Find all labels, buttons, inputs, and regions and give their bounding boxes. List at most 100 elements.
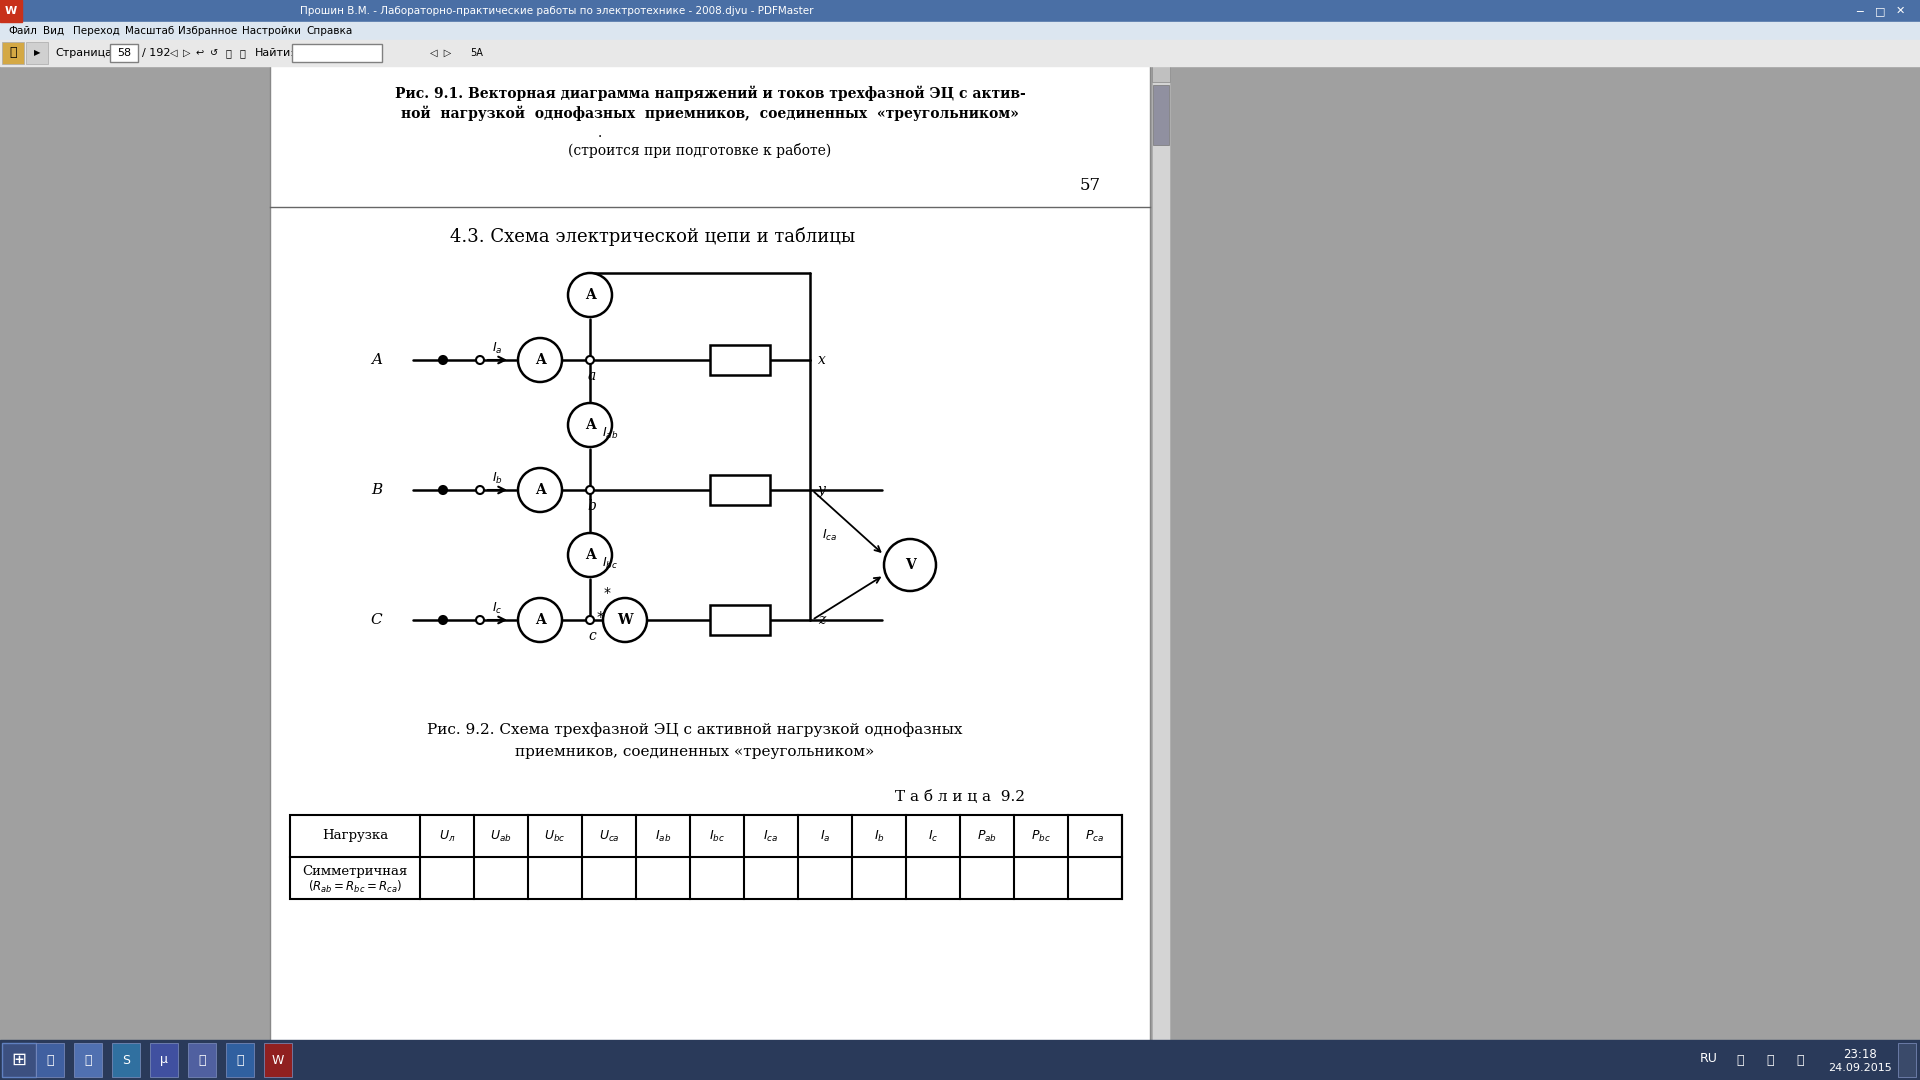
Text: μ: μ: [159, 1053, 167, 1067]
Circle shape: [440, 486, 447, 494]
Text: 📄: 📄: [236, 1053, 244, 1067]
Circle shape: [568, 534, 612, 577]
Text: Рис. 9.2. Схема трехфазной ЭЦ с активной нагрузкой однофазных: Рис. 9.2. Схема трехфазной ЭЦ с активной…: [428, 723, 962, 738]
Text: 🔍: 🔍: [227, 48, 232, 58]
Text: B: B: [371, 483, 382, 497]
Text: Т а б л и ц а  9.2: Т а б л и ц а 9.2: [895, 789, 1025, 804]
Text: 🏠: 🏠: [10, 46, 17, 59]
Text: 57: 57: [1079, 176, 1100, 193]
Text: Справка: Справка: [305, 26, 353, 36]
Bar: [710, 475, 770, 505]
Bar: [292, 44, 382, 62]
Bar: [150, 1043, 179, 1077]
Text: $I_{ca}$: $I_{ca}$: [822, 527, 837, 542]
Circle shape: [603, 598, 647, 642]
Text: ◁  ▷: ◁ ▷: [430, 48, 451, 58]
Text: ◁: ◁: [171, 48, 177, 58]
Text: ↺: ↺: [209, 48, 219, 58]
Text: $P_{ca}$: $P_{ca}$: [1085, 828, 1104, 843]
Circle shape: [883, 539, 937, 591]
Text: 23:18: 23:18: [1843, 1048, 1878, 1061]
Text: $I_b$: $I_b$: [492, 471, 503, 486]
Circle shape: [440, 616, 447, 624]
Text: b: b: [588, 499, 597, 513]
Circle shape: [568, 403, 612, 447]
Bar: [1154, 85, 1169, 145]
Text: Масштаб: Масштаб: [125, 26, 175, 36]
Text: $I_{ab}$: $I_{ab}$: [603, 426, 618, 441]
Bar: [710, 605, 770, 635]
Text: c: c: [588, 629, 595, 643]
Text: W: W: [273, 1053, 284, 1067]
Text: Найти:: Найти:: [255, 48, 296, 58]
Bar: [1152, 66, 1169, 82]
Text: ⊞: ⊞: [12, 1051, 27, 1069]
Text: Симметричная: Симметричная: [301, 864, 407, 877]
Circle shape: [476, 356, 484, 364]
Bar: [265, 1043, 292, 1077]
Text: A: A: [584, 418, 595, 432]
Text: $U_л$: $U_л$: [440, 828, 455, 843]
Text: Страница:: Страница:: [56, 48, 115, 58]
Text: $I_c$: $I_c$: [492, 600, 503, 616]
Text: RU: RU: [1699, 1052, 1718, 1065]
Text: A: A: [371, 353, 382, 367]
Circle shape: [518, 468, 563, 512]
Text: 🌐: 🌐: [1766, 1053, 1774, 1067]
Text: x: x: [818, 353, 826, 367]
Text: $I_b$: $I_b$: [874, 828, 885, 843]
Bar: [1899, 1043, 1916, 1077]
Text: ▷: ▷: [182, 48, 190, 58]
Text: ✕: ✕: [1895, 6, 1905, 16]
Text: приемников, соединенных «треугольником»: приемников, соединенных «треугольником»: [515, 745, 876, 759]
Text: ↩: ↩: [196, 48, 204, 58]
Text: $I_{ab}$: $I_{ab}$: [655, 828, 672, 843]
Text: *: *: [597, 611, 603, 626]
Bar: [2, 1043, 36, 1077]
Text: 🔍: 🔍: [240, 48, 246, 58]
Bar: [710, 345, 770, 375]
Text: A: A: [584, 288, 595, 302]
Bar: [227, 1043, 253, 1077]
Bar: [1152, 1062, 1169, 1078]
Text: Прошин В.М. - Лабораторно-практические работы по электротехнике - 2008.djvu - PD: Прошин В.М. - Лабораторно-практические р…: [300, 6, 814, 16]
Text: A: A: [584, 548, 595, 562]
Text: y: y: [818, 483, 826, 497]
Circle shape: [518, 338, 563, 382]
Bar: [0, 1040, 1920, 1080]
Text: (строится при подготовке к работе): (строится при подготовке к работе): [568, 143, 831, 158]
Text: S: S: [123, 1053, 131, 1067]
Text: / 192: / 192: [142, 48, 171, 58]
Text: $I_c$: $I_c$: [927, 828, 939, 843]
Circle shape: [476, 616, 484, 624]
Circle shape: [518, 598, 563, 642]
Text: 🔊: 🔊: [1736, 1053, 1743, 1067]
Bar: [27, 42, 48, 64]
Bar: [0, 0, 1920, 22]
Text: 🔋: 🔋: [1797, 1053, 1803, 1067]
Bar: [36, 1043, 63, 1077]
Text: Рис. 9.1. Векторная диаграмма напряжений и токов трехфазной ЭЦ с актив-: Рис. 9.1. Векторная диаграмма напряжений…: [396, 85, 1025, 100]
Bar: [111, 1043, 140, 1077]
Text: Переход: Переход: [73, 26, 119, 36]
Text: $I_{ca}$: $I_{ca}$: [764, 828, 780, 843]
Text: 4.3. Схема электрической цепи и таблицы: 4.3. Схема электрической цепи и таблицы: [449, 228, 854, 246]
Bar: [0, 0, 21, 22]
Text: Вид: Вид: [44, 26, 65, 36]
Bar: [109, 44, 138, 62]
Text: 📁: 📁: [84, 1053, 92, 1067]
Text: $P_{ab}$: $P_{ab}$: [977, 828, 996, 843]
Text: V: V: [904, 558, 916, 572]
Text: C: C: [371, 613, 382, 627]
Text: a: a: [588, 369, 595, 383]
Bar: [271, 65, 1150, 1059]
Text: Избранное: Избранное: [179, 26, 236, 36]
Text: Файл: Файл: [8, 26, 36, 36]
Bar: [290, 815, 1121, 899]
Bar: [188, 1043, 215, 1077]
Text: $(R_{ab} = R_{bc} = R_{ca})$: $(R_{ab} = R_{bc} = R_{ca})$: [307, 879, 401, 895]
Text: $U_{ca}$: $U_{ca}$: [599, 828, 620, 843]
Circle shape: [440, 356, 447, 364]
Text: 5A: 5A: [470, 48, 482, 58]
Bar: [1152, 66, 1169, 1080]
